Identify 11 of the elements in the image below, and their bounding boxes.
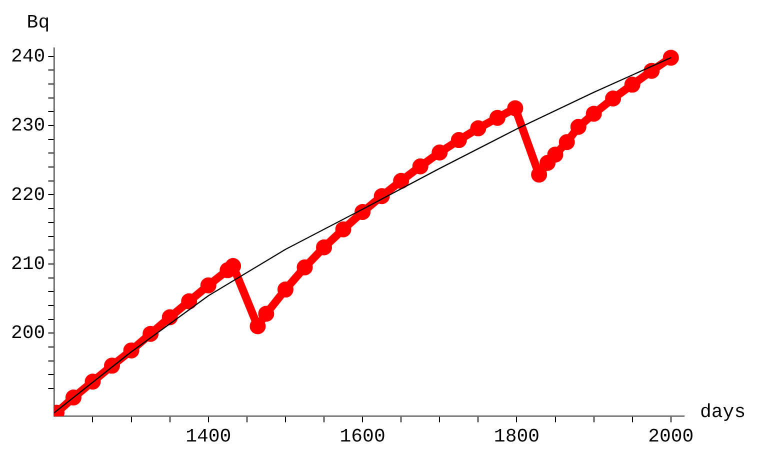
y-tick-label: 220: [10, 184, 46, 206]
y-tick-label: 210: [10, 252, 46, 275]
x-tick-label: 2000: [648, 426, 694, 448]
x-tick-label: 1800: [494, 426, 540, 448]
x-tick-label: 1600: [340, 426, 386, 448]
x-axis-title: days: [700, 401, 746, 424]
y-tick-label: 240: [10, 45, 46, 68]
y-tick-label: 230: [10, 114, 46, 137]
x-tick-label: 1400: [186, 426, 232, 448]
y-tick-label: 200: [10, 322, 46, 344]
y-axis-title: Bq: [26, 12, 50, 34]
